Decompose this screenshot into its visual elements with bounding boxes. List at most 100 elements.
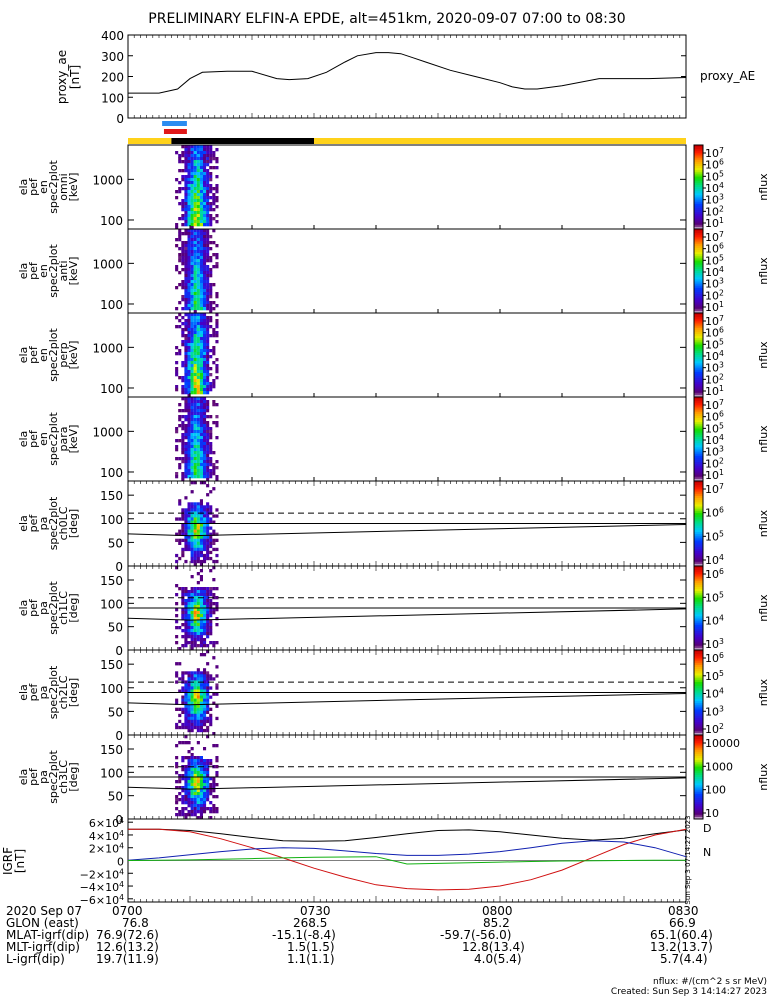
spectrogram-cell xyxy=(203,301,207,305)
spectrogram-cell xyxy=(215,683,219,687)
colorbar-segment xyxy=(694,705,703,708)
spectrogram-cell xyxy=(209,283,213,287)
colorbar-segment xyxy=(694,739,703,742)
spectrogram-cell xyxy=(215,376,219,380)
spectrogram-cell xyxy=(206,460,210,464)
spectrogram-cell xyxy=(212,307,216,311)
spectrogram-cell xyxy=(199,526,203,530)
spectrogram-cell xyxy=(196,469,200,473)
spectrogram-cell xyxy=(203,373,207,377)
spectrogram-cell xyxy=(187,719,191,724)
spectrogram-cell xyxy=(215,559,219,564)
spectrogram-cell xyxy=(206,686,210,690)
spectrogram-cell xyxy=(193,430,197,434)
spectrogram-cell xyxy=(206,316,210,320)
spectrogram-cell xyxy=(178,418,182,422)
spectrogram-cell xyxy=(181,340,185,344)
spectrogram-cell xyxy=(175,786,179,790)
spectrogram-cell xyxy=(181,741,185,745)
spectrogram-cell xyxy=(199,707,203,711)
colorbar-segment xyxy=(694,635,703,638)
spectrogram-cell xyxy=(193,689,197,693)
colorbar-segment xyxy=(694,321,703,324)
spectrogram-cell xyxy=(193,454,197,458)
spectrogram-cell xyxy=(178,376,182,380)
spectrogram-cell xyxy=(190,629,194,633)
spectrogram-cell xyxy=(184,427,188,431)
spectrogram-cell xyxy=(193,544,197,549)
spectrogram-cell xyxy=(175,517,179,521)
colorbar-segment xyxy=(694,317,703,320)
spectrogram-cell xyxy=(206,298,210,302)
spectrogram-cell xyxy=(178,253,182,257)
spectrogram-cell xyxy=(203,728,207,733)
spectrogram-cell xyxy=(206,683,210,687)
spectrogram-cell xyxy=(193,397,197,401)
spectrogram-cell xyxy=(184,735,188,739)
spectrogram-cell xyxy=(199,298,203,302)
spectrogram-cell xyxy=(212,487,216,491)
spectrogram-cell xyxy=(215,370,219,374)
spectrogram-cell xyxy=(187,304,191,308)
spectrogram-cell xyxy=(181,175,185,179)
spectrogram-cell xyxy=(190,623,194,627)
spectrogram-cell xyxy=(203,629,207,633)
spectrogram-cell xyxy=(196,466,200,470)
spectrogram-cell xyxy=(190,532,194,536)
spectrogram-cell xyxy=(203,370,207,374)
spectrogram-cell xyxy=(193,295,197,299)
spectrogram-cell xyxy=(190,172,194,176)
spectrogram-cell xyxy=(184,683,188,687)
spectrogram-cell xyxy=(184,298,188,302)
spectrogram-cell xyxy=(184,532,188,536)
spectrogram-cell xyxy=(190,620,194,624)
spectrogram-cell xyxy=(212,382,216,386)
spectrogram-cell xyxy=(199,816,203,820)
spectrogram-cell xyxy=(206,529,210,533)
spectrogram-cell xyxy=(203,367,207,371)
spectrogram-cell xyxy=(209,544,213,549)
spectrogram-cell xyxy=(193,756,197,760)
spectrogram-cell xyxy=(178,725,182,730)
pa-loss-cone-line xyxy=(127,533,191,537)
spectrogram-cell xyxy=(187,280,191,284)
spectrogram-cell xyxy=(175,265,179,269)
spectrogram-cell xyxy=(181,295,185,299)
spectrogram-cell xyxy=(196,388,200,392)
spectrogram-cell xyxy=(203,692,207,696)
spectrogram-cell xyxy=(181,280,185,284)
spectrogram-cell xyxy=(206,241,210,245)
colorbar-tick-label: 104 xyxy=(705,265,724,279)
spectrogram-cell xyxy=(203,460,207,464)
spectrogram-cell xyxy=(215,304,219,308)
spectrogram-cell xyxy=(196,376,200,380)
spectrogram-cell xyxy=(199,777,203,781)
colorbar-tick-label: 107 xyxy=(705,314,724,328)
spectrogram-cell xyxy=(206,274,210,278)
spectrogram-cell xyxy=(178,741,182,745)
spectrogram-cell xyxy=(184,442,188,446)
colorbar-segment xyxy=(694,751,703,755)
spectrogram-cell xyxy=(184,710,188,714)
spectrogram-cell xyxy=(190,325,194,329)
spectrogram-cell xyxy=(178,647,182,651)
spectrogram-cell xyxy=(215,765,219,769)
spectrogram-cell xyxy=(212,157,216,161)
spectrogram-cell xyxy=(175,373,179,377)
spectrogram-cell xyxy=(215,199,219,203)
spectrogram-cell xyxy=(203,286,207,290)
spectrogram-cell xyxy=(193,611,197,615)
spectrogram-cell xyxy=(209,427,213,431)
colorbar-segment xyxy=(694,760,703,763)
spectrogram-cell xyxy=(190,611,194,615)
spectrogram-cell xyxy=(184,169,188,173)
spectrogram-cell xyxy=(175,566,179,570)
spectrogram-cell xyxy=(193,472,197,476)
spectrogram-cell xyxy=(203,614,207,618)
spectrogram-cell xyxy=(190,698,194,702)
colorbar-segment xyxy=(694,344,703,347)
spectrogram-cell xyxy=(196,253,200,257)
spectrogram-cell xyxy=(181,789,185,793)
spectrogram-cell xyxy=(206,193,210,197)
